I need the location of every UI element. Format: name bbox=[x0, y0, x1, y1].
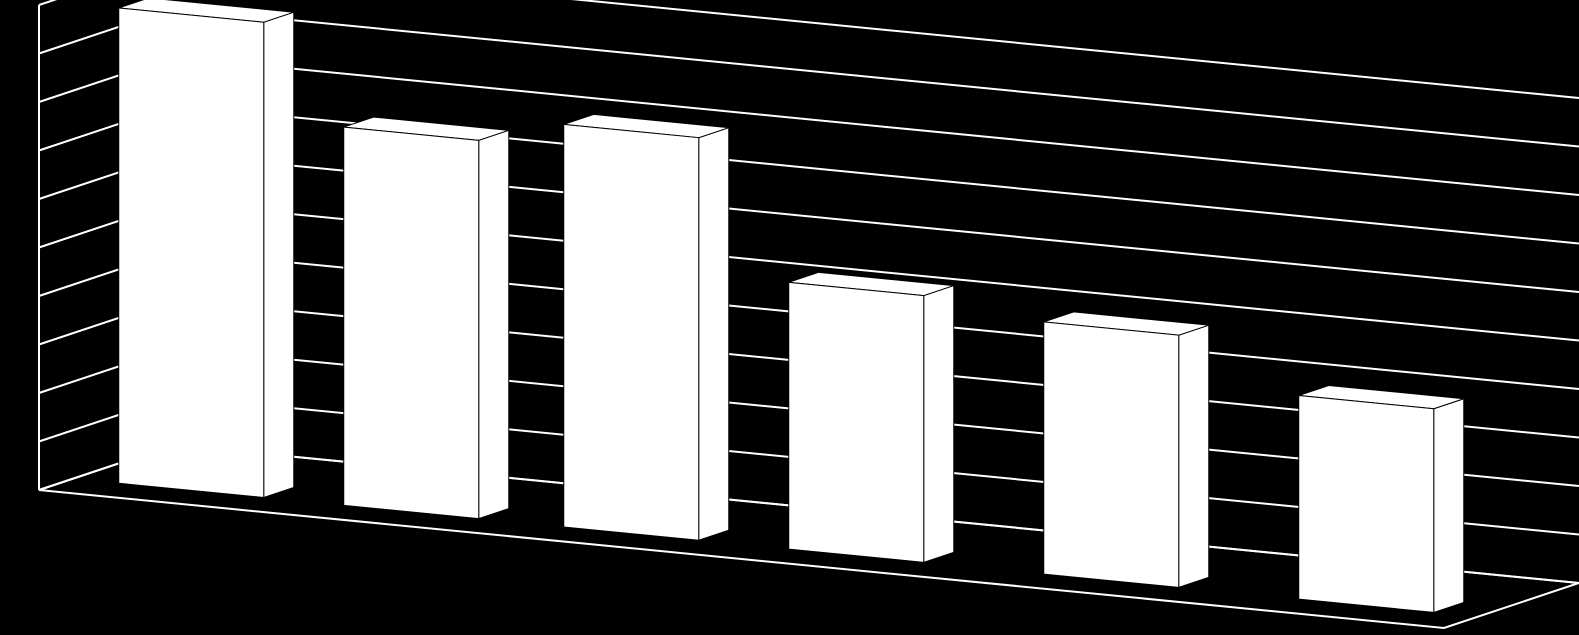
bar bbox=[789, 272, 954, 562]
bar bbox=[119, 0, 294, 498]
bar bbox=[1044, 312, 1209, 587]
bar bbox=[1299, 385, 1464, 612]
bar bbox=[344, 117, 509, 519]
bar-chart-3d bbox=[0, 0, 1579, 635]
bar bbox=[564, 114, 729, 540]
